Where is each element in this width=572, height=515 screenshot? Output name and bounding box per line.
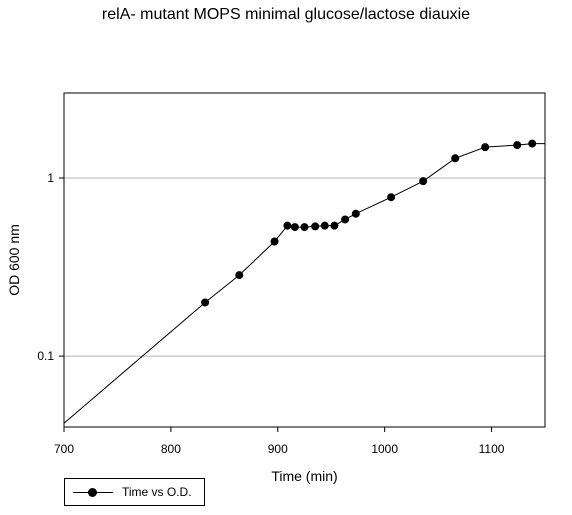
data-point	[387, 193, 396, 202]
data-point	[235, 271, 244, 280]
series-line	[63, 143, 545, 424]
data-point	[481, 143, 490, 152]
data-point	[513, 141, 522, 150]
plot-frame	[63, 92, 546, 428]
data-point	[201, 298, 210, 307]
data-point	[419, 177, 428, 186]
data-point	[290, 223, 299, 232]
y-axis-label: OD 600 nm	[6, 224, 22, 296]
x-tick-label: 900	[268, 442, 288, 456]
x-tick-label: 800	[161, 442, 181, 456]
legend-label: Time vs O.D.	[122, 485, 192, 499]
x-tick-label: 1100	[479, 442, 505, 456]
legend-marker-swatch	[88, 488, 97, 497]
data-point	[320, 221, 329, 230]
data-point	[330, 221, 339, 230]
data-point	[300, 223, 309, 232]
x-axis-label: Time (min)	[271, 468, 337, 484]
y-tick-label: 0.1	[37, 349, 54, 363]
x-tick-label: 700	[54, 442, 74, 456]
data-point	[283, 221, 292, 230]
data-point	[451, 154, 460, 163]
data-point	[341, 215, 350, 224]
legend: Time vs O.D.	[64, 478, 205, 506]
data-point	[311, 222, 320, 231]
x-tick-label: 1000	[371, 442, 398, 456]
y-tick-label: 1	[47, 171, 54, 185]
data-point	[528, 139, 537, 148]
data-point	[270, 237, 279, 246]
chart-title: relA- mutant MOPS minimal glucose/lactos…	[101, 6, 471, 23]
data-point	[351, 209, 360, 218]
